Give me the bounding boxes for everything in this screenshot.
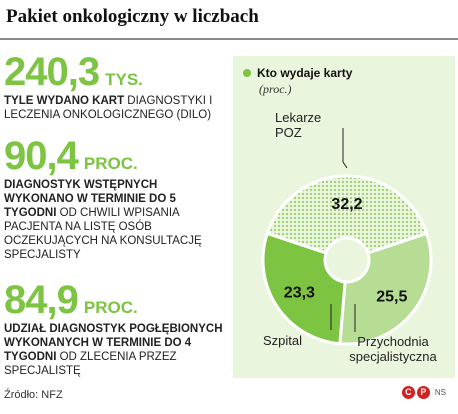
source-note: Źródło: NFZ [4, 389, 63, 401]
stat-number: 90,4 [4, 134, 79, 178]
stat-description: DIAGNOSTYK WSTĘPNYCH WYKONANO W TERMINIE… [4, 178, 226, 262]
brand-c-mark: C [401, 386, 415, 399]
stat-description-rest: OD CHWILI WPISANIA PACJENTA NA LISTĘ OSÓ… [4, 207, 202, 261]
slice-value-label: 25,5 [376, 288, 407, 305]
stat-unit: PROC. [83, 298, 138, 317]
pie-slice-lekarze-poz [265, 174, 429, 255]
pie-slice-szpital [261, 231, 347, 346]
stat-unit: PROC. [83, 154, 138, 173]
pie-slice-przychodnia-specjalistyczna [338, 231, 433, 346]
stat-number: 240,3 [4, 50, 100, 94]
category-label-hospital: Szpital [263, 333, 302, 348]
category-label-specialist-line: specjalistyczna [349, 349, 437, 364]
stat-description-rest: OD ZLECENIA PRZEZ SPECJALISTĘ [4, 351, 177, 377]
category-label-specialist-line: Przychodnia [357, 334, 429, 349]
chart-subtitle: (proc.) [259, 82, 292, 96]
category-label-specialist: Przychodnia specjalistyczna [349, 334, 437, 364]
slice-value-label: 32,2 [331, 196, 362, 213]
brand-p-mark: P [416, 386, 430, 399]
stat-advanced-diagnostics: 84,9 PROC. UDZIAŁ DIAGNOSTYK POGŁĘBIONYC… [4, 280, 226, 378]
stat-unit: TYS. [105, 70, 143, 89]
stat-description-bold: UDZIAŁ DIAGNOSTYK POGŁĘBIONYCH WYKONANYC… [4, 323, 223, 363]
bullet-icon [243, 69, 251, 77]
stat-description-bold: TYLE WYDANO KART [4, 95, 125, 107]
page-title: Pakiet onkologiczny w liczbach [6, 6, 259, 27]
stat-cards-issued: 240,3 TYS. TYLE WYDANO KART DIAGNOSTYKI … [4, 52, 226, 122]
stat-description: UDZIAŁ DIAGNOSTYK POGŁĘBIONYCH WYKONANYC… [4, 322, 226, 378]
stat-description: TYLE WYDANO KART DIAGNOSTYKI I LECZENIA … [4, 94, 226, 122]
brand-ns-text: NS [434, 388, 446, 397]
stat-number: 84,9 [4, 278, 79, 322]
category-label-poz-line: Lekarze [275, 110, 321, 125]
category-label-poz: Lekarze POZ [275, 110, 321, 140]
chart-header: Kto wydaje karty [243, 66, 352, 80]
stat-initial-diagnostics: 90,4 PROC. DIAGNOSTYK WSTĘPNYCH WYKONANO… [4, 136, 226, 262]
category-label-hospital-line: Szpital [263, 333, 302, 348]
donut-chart: 32,2 25,5 23,3 Lekarze POZ Przychodnia specjal… [261, 110, 437, 364]
title-divider [0, 38, 458, 40]
stat-description-bold: DIAGNOSTYK WSTĘPNYCH WYKONANO W TERMINIE… [4, 179, 176, 219]
stat-description-rest: DIAGNOSTYKI I LECZENIA ONKOLOGICZNEGO (D… [4, 95, 213, 121]
leader-line-poz-tip [342, 161, 348, 169]
slice-value-label: 23,3 [284, 284, 315, 301]
chart-panel: 32,2 25,5 23,3 Lekarze POZ Przychodnia specjal… [233, 56, 455, 378]
category-label-poz-line: POZ [275, 125, 302, 140]
chart-title: Kto wydaje karty [257, 66, 353, 80]
brand-logo: C P NS [401, 386, 446, 399]
